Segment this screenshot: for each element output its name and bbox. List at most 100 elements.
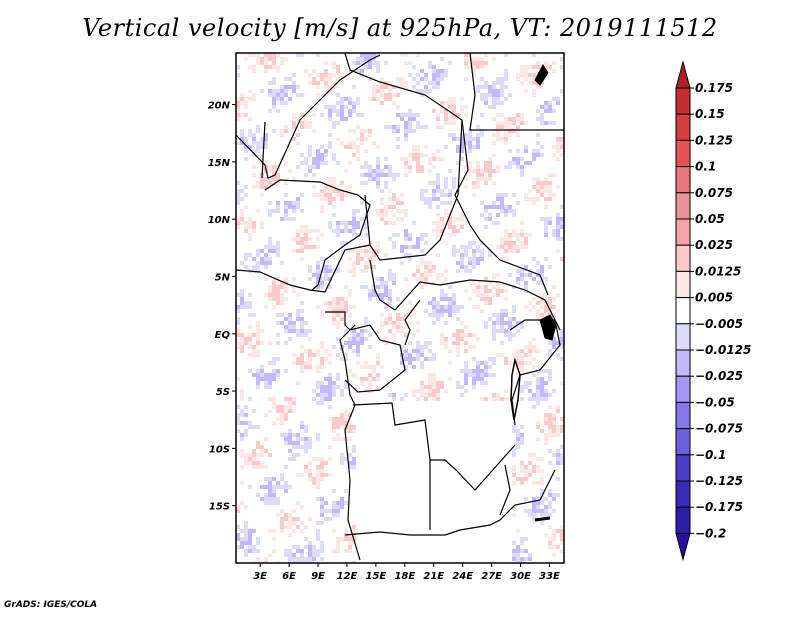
field-cell	[392, 93, 396, 97]
field-cell	[372, 265, 376, 269]
field-cell	[420, 365, 424, 369]
field-cell	[348, 161, 352, 165]
field-cell	[492, 337, 496, 341]
field-cell	[428, 197, 432, 201]
field-cell	[248, 53, 252, 57]
field-cell	[344, 193, 348, 197]
field-cell	[376, 361, 380, 365]
field-cell	[460, 333, 464, 337]
field-cell	[296, 545, 300, 549]
field-cell	[480, 177, 484, 181]
field-cell	[348, 437, 352, 441]
field-cell	[340, 81, 344, 85]
field-cell	[556, 149, 560, 153]
field-cell	[308, 121, 312, 125]
field-cell	[560, 65, 564, 69]
field-cell	[560, 205, 564, 209]
field-cell	[352, 273, 356, 277]
field-cell	[552, 229, 556, 233]
field-cell	[468, 145, 472, 149]
field-cell	[320, 145, 324, 149]
field-cell	[492, 133, 496, 137]
field-cell	[408, 353, 412, 357]
field-cell	[304, 161, 308, 165]
field-cell	[464, 53, 468, 57]
field-cell	[552, 337, 556, 341]
field-cell	[436, 69, 440, 73]
field-cell	[496, 273, 500, 277]
field-cell	[544, 257, 548, 261]
field-cell	[268, 165, 272, 169]
field-cell	[336, 417, 340, 421]
field-cell	[392, 125, 396, 129]
field-cell	[536, 181, 540, 185]
field-cell	[504, 313, 508, 317]
field-cell	[496, 221, 500, 225]
field-cell	[312, 193, 316, 197]
field-cell	[360, 285, 364, 289]
field-cell	[560, 425, 564, 429]
field-cell	[240, 481, 244, 485]
field-cell	[416, 353, 420, 357]
field-cell	[296, 501, 300, 505]
field-cell	[320, 477, 324, 481]
field-cell	[424, 309, 428, 313]
field-cell	[344, 97, 348, 101]
field-cell	[404, 277, 408, 281]
field-cell	[512, 429, 516, 433]
field-cell	[520, 397, 524, 401]
field-cell	[320, 209, 324, 213]
field-cell	[432, 229, 436, 233]
field-cell	[440, 109, 444, 113]
field-cell	[280, 477, 284, 481]
field-cell	[452, 245, 456, 249]
field-cell	[436, 277, 440, 281]
field-cell	[244, 405, 248, 409]
field-cell	[504, 137, 508, 141]
field-cell	[496, 93, 500, 97]
field-cell	[364, 361, 368, 365]
field-cell	[240, 97, 244, 101]
field-cell	[368, 65, 372, 69]
field-cell	[340, 301, 344, 305]
x-tick-label: 24E	[452, 571, 473, 582]
field-cell	[348, 429, 352, 433]
field-cell	[440, 309, 444, 313]
field-cell	[352, 329, 356, 333]
field-cell	[456, 317, 460, 321]
field-cell	[276, 293, 280, 297]
field-cell	[532, 65, 536, 69]
field-cell	[544, 441, 548, 445]
field-cell	[348, 541, 352, 545]
field-cell	[360, 165, 364, 169]
field-cell	[296, 445, 300, 449]
field-cell	[352, 61, 356, 65]
field-cell	[520, 385, 524, 389]
field-cell	[312, 129, 316, 133]
field-cell	[512, 453, 516, 457]
field-cell	[288, 313, 292, 317]
field-cell	[236, 333, 240, 337]
field-cell	[544, 393, 548, 397]
field-cell	[248, 133, 252, 137]
field-cell	[336, 545, 340, 549]
field-cell	[436, 229, 440, 233]
field-cell	[452, 185, 456, 189]
field-cell	[260, 249, 264, 253]
field-cell	[520, 549, 524, 553]
field-cell	[304, 233, 308, 237]
field-cell	[284, 441, 288, 445]
field-cell	[400, 157, 404, 161]
field-cell	[504, 249, 508, 253]
field-cell	[492, 313, 496, 317]
field-cell	[288, 205, 292, 209]
field-cell	[532, 53, 536, 57]
field-cell	[384, 157, 388, 161]
field-cell	[308, 265, 312, 269]
field-cell	[316, 269, 320, 273]
field-cell	[244, 101, 248, 105]
field-cell	[448, 301, 452, 305]
field-cell	[280, 409, 284, 413]
field-cell	[532, 517, 536, 521]
field-cell	[528, 189, 532, 193]
